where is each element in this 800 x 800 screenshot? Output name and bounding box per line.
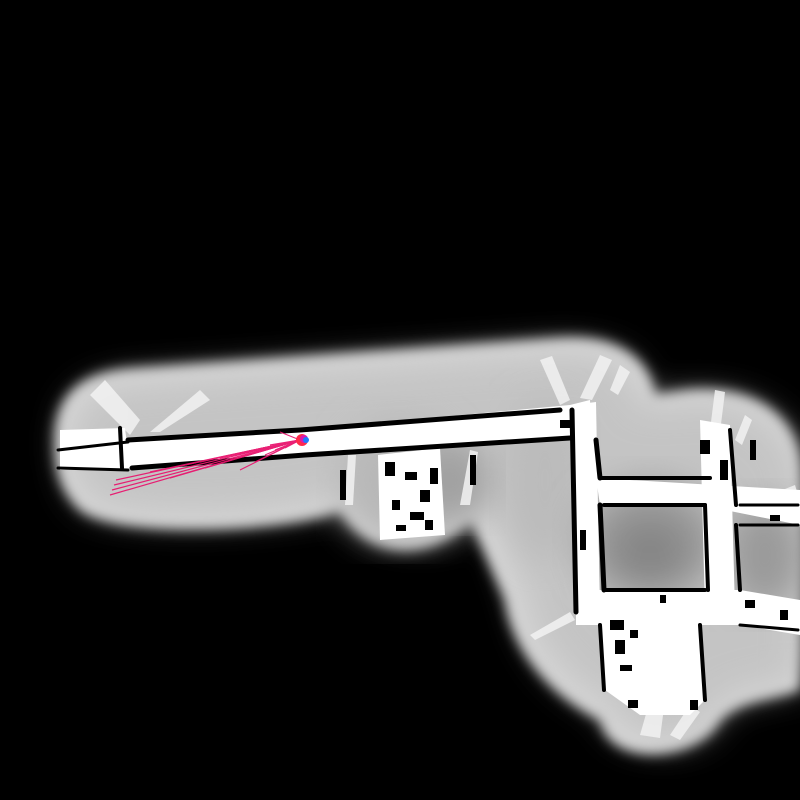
obstacles (378, 448, 445, 540)
robot-pose-marker-icon[interactable] (296, 434, 309, 446)
laser-scan-rays (109, 431, 301, 496)
obstacle-clutter (340, 420, 788, 710)
